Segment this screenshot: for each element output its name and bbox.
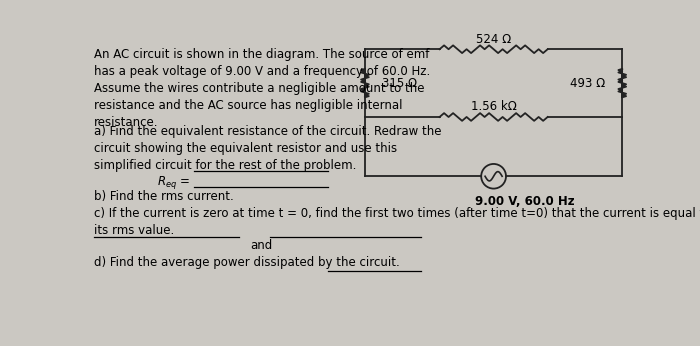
Text: 493 Ω: 493 Ω bbox=[570, 76, 606, 90]
Text: 524 Ω: 524 Ω bbox=[476, 33, 511, 46]
Text: and: and bbox=[251, 239, 272, 253]
Text: 1.56 kΩ: 1.56 kΩ bbox=[470, 100, 517, 113]
Text: b) Find the rms current.: b) Find the rms current. bbox=[94, 190, 233, 203]
Text: c) If the current is zero at time t = 0, find the first two times (after time t=: c) If the current is zero at time t = 0,… bbox=[94, 207, 700, 237]
Text: 315 Ω: 315 Ω bbox=[382, 76, 417, 90]
Text: a) Find the equivalent resistance of the circuit. Redraw the
circuit showing the: a) Find the equivalent resistance of the… bbox=[94, 125, 441, 172]
Text: An AC circuit is shown in the diagram. The source of emf
has a peak voltage of 9: An AC circuit is shown in the diagram. T… bbox=[94, 48, 430, 129]
Text: d) Find the average power dissipated by the circuit.: d) Find the average power dissipated by … bbox=[94, 256, 400, 268]
Text: $R_{eq}$ =: $R_{eq}$ = bbox=[158, 174, 190, 191]
Text: 9.00 V, 60.0 Hz: 9.00 V, 60.0 Hz bbox=[475, 195, 575, 208]
